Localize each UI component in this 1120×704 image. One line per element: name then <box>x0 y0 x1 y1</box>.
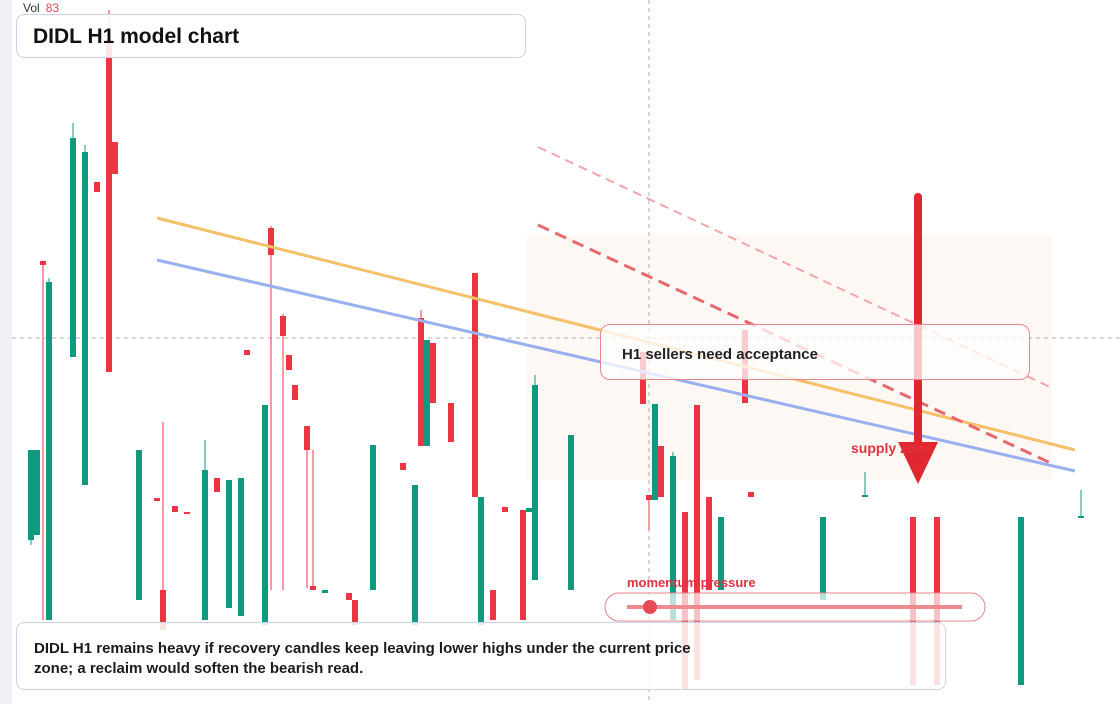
candle-body <box>94 182 100 192</box>
note-box: DIDL H1 remains heavy if recovery candle… <box>16 622 946 690</box>
momentum-label: momentum pressure <box>627 575 756 590</box>
candle-body <box>448 403 454 442</box>
candle-body <box>286 355 292 370</box>
volume-label: Vol 83 <box>23 1 59 15</box>
candle-body <box>520 510 526 620</box>
candle-body <box>418 318 424 446</box>
candle-body <box>748 492 754 497</box>
candle-body <box>652 404 658 500</box>
candle-body <box>184 512 190 514</box>
candle-body <box>1018 517 1024 685</box>
arrow-head <box>898 442 938 484</box>
candle-body <box>322 590 328 593</box>
supply-label: supply zone <box>851 440 932 456</box>
candle-body <box>412 485 418 625</box>
annotation-box: H1 sellers need acceptance <box>600 324 1030 380</box>
candle-body <box>136 450 142 600</box>
candle-body <box>304 426 310 450</box>
candle-body <box>112 142 118 174</box>
candle-body <box>646 495 652 500</box>
candle-body <box>352 600 358 625</box>
candle-body <box>820 517 826 600</box>
left-edge <box>0 0 12 704</box>
candle-body <box>862 495 868 497</box>
candle-body <box>28 450 34 540</box>
candle-body <box>532 385 538 580</box>
candle-body <box>346 593 352 600</box>
candle-body <box>472 273 478 497</box>
candle-body <box>490 590 496 620</box>
candle-body <box>280 316 286 336</box>
candle-body <box>706 497 712 590</box>
candle-body <box>526 508 532 512</box>
candle-body <box>670 456 676 620</box>
candle-body <box>46 282 52 620</box>
candle-body <box>268 228 274 255</box>
candle-body <box>262 405 268 625</box>
candle-body <box>34 450 40 535</box>
candle-body <box>214 478 220 492</box>
candle-body <box>292 385 298 400</box>
candle-body <box>658 446 664 497</box>
candle-body <box>154 498 160 501</box>
note: DIDL H1 remains heavy if recovery candle… <box>34 640 691 677</box>
candle-body <box>106 40 112 372</box>
candle-body <box>82 152 88 485</box>
candle-body <box>70 138 76 357</box>
candle-body <box>694 405 700 680</box>
candle-body <box>718 517 724 590</box>
candle-body <box>226 480 232 608</box>
candle-body <box>1078 516 1084 518</box>
volume-text: Vol <box>23 1 40 15</box>
candle-body <box>424 340 430 446</box>
candle-body <box>478 497 484 625</box>
volume-value: 83 <box>45 1 60 15</box>
candle-body <box>310 586 316 590</box>
candle-body <box>244 350 250 355</box>
candle-body <box>370 445 376 590</box>
candle-body <box>172 506 178 512</box>
chart-title: DIDL H1 model chart <box>33 25 240 48</box>
candle-body <box>568 435 574 590</box>
candle-body <box>202 470 208 620</box>
annotation: H1 sellers need acceptance <box>622 346 818 363</box>
candle-body <box>160 590 166 630</box>
candle-body <box>430 343 436 403</box>
momentum-knob <box>643 600 657 614</box>
candle-body <box>400 463 406 470</box>
title-box: DIDL H1 model chart <box>16 14 526 58</box>
candle-body <box>238 478 244 616</box>
candle-body <box>40 261 46 265</box>
candle-body <box>502 507 508 512</box>
